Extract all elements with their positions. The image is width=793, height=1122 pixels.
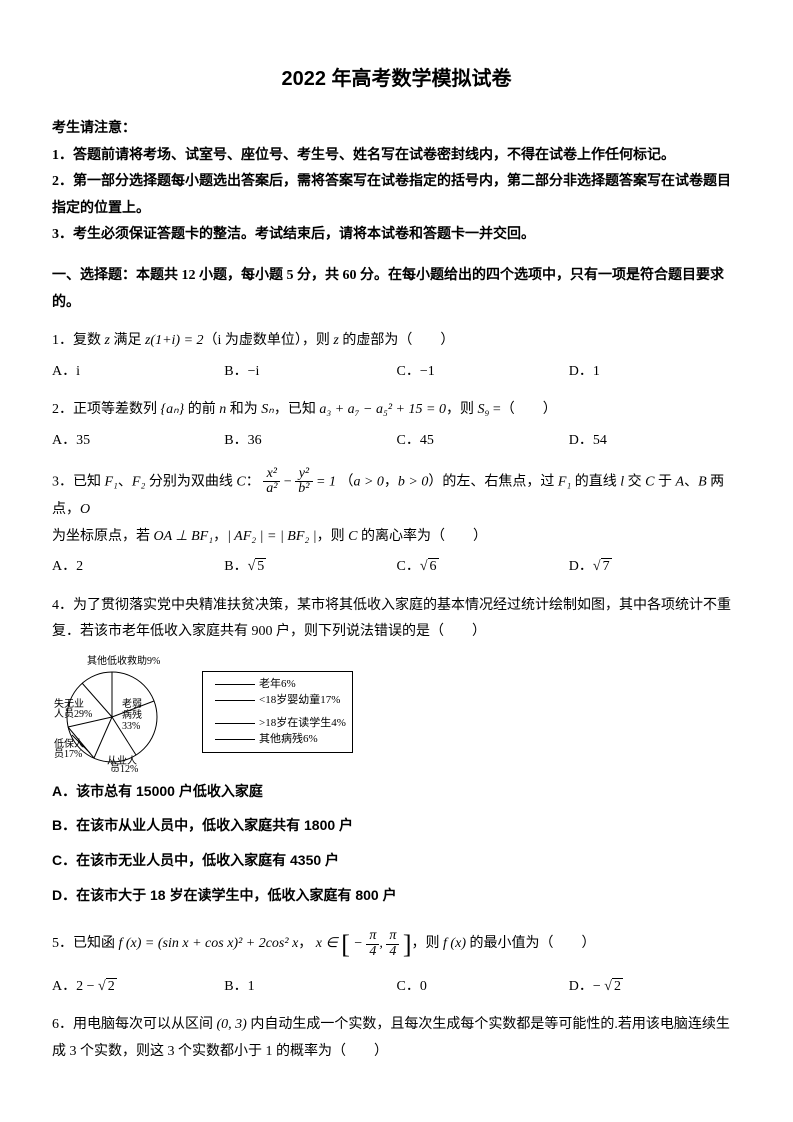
q3-text-line1: 3．已知 F₁、F₂ 分别为双曲线 C： x²a² − y²b² = 1 （a …: [52, 467, 741, 524]
q1-opt-b: B．−i: [224, 359, 396, 386]
question-4: 4．为了贯彻落实党中央精准扶贫决策，某市将其低收入家庭的基本情况经过统计绘制如图…: [52, 593, 741, 909]
q4-opt-a: A．该市总有 15000 户低收入家庭: [52, 778, 741, 805]
question-5: 5．已知函 f (x) = (sin x + cos x)² + 2cos² x…: [52, 920, 741, 1000]
question-6: 6．用电脑每次可以从区间 (0, 3) 内自动生成一个实数，且每次生成每个实数都…: [52, 1012, 741, 1065]
notice-1: 1．答题前请将考场、试室号、座位号、考生号、姓名写在试卷密封线内，不得在试卷上作…: [52, 143, 741, 170]
q2-text: 2．正项等差数列 {aₙ} 的前 n 和为 Sₙ，已知 a₃ + a₇ − a₅…: [52, 402, 557, 417]
legend-row-4: 其他病残6%: [215, 731, 346, 748]
q3-opt-c: C．√6: [397, 554, 569, 581]
q1-opt-a: A．i: [52, 359, 224, 386]
notice-heading: 考生请注意：: [52, 116, 741, 143]
pie-chart-icon: 其他低收救助9% 老弱 病残 33% 从业人 员12% 低保人 员17% 失无业…: [52, 652, 202, 772]
svg-text:人员29%: 人员29%: [54, 708, 92, 720]
q2-opt-b: B．36: [224, 428, 396, 455]
svg-text:员12%: 员12%: [110, 763, 138, 772]
question-3: 3．已知 F₁、F₂ 分别为双曲线 C： x²a² − y²b² = 1 （a …: [52, 467, 741, 581]
exam-page: 2022 年高考数学模拟试卷 考生请注意： 1．答题前请将考场、试室号、座位号、…: [0, 0, 793, 1122]
question-2: 2．正项等差数列 {aₙ} 的前 n 和为 Sₙ，已知 a₃ + a₇ − a₅…: [52, 397, 741, 454]
q4-opt-c: C．在该市无业人员中，低收入家庭有 4350 户: [52, 847, 741, 874]
legend-row-1: 老年6%: [215, 676, 346, 693]
q5-opt-c: C．0: [397, 974, 569, 1001]
svg-text:33%: 33%: [122, 721, 140, 732]
notice-3: 3．考生必须保证答题卡的整洁。考试结束后，请将本试卷和答题卡一并交回。: [52, 222, 741, 249]
q2-options: A．35 B．36 C．45 D．54: [52, 428, 741, 455]
q4-opt-b: B．在该市从业人员中，低收入家庭共有 1800 户: [52, 812, 741, 839]
notice-2: 2．第一部分选择题每小题选出答案后，需将答案写在试卷指定的括号内，第二部分非选择…: [52, 169, 741, 222]
q3-opt-d: D．√7: [569, 554, 741, 581]
page-title: 2022 年高考数学模拟试卷: [52, 60, 741, 98]
q3-frac1: x²a²: [263, 467, 280, 497]
q3-opt-b: B．√5: [224, 554, 396, 581]
q5-text: 5．已知函 f (x) = (sin x + cos x)² + 2cos² x…: [52, 936, 595, 951]
q5-opt-b: B．1: [224, 974, 396, 1001]
q5-options: A．2 − √2 B．1 C．0 D．− √2: [52, 974, 741, 1001]
q5-opt-a: A．2 − √2: [52, 974, 224, 1001]
q3-options: A．2 B．√5 C．√6 D．√7: [52, 554, 741, 581]
q4-stem: 4．为了贯彻落实党中央精准扶贫决策，某市将其低收入家庭的基本情况经过统计绘制如图…: [52, 593, 741, 646]
q2-opt-d: D．54: [569, 428, 741, 455]
legend-row-2: <18岁婴幼童17%: [215, 692, 346, 709]
q1-text: 1．复数 z 满足 z(1+i) = 2（i 为虚数单位），则 z 的虚部为（ …: [52, 333, 454, 348]
q5-opt-d: D．− √2: [569, 974, 741, 1001]
q1-opt-d: D．1: [569, 359, 741, 386]
section-1-heading: 一、选择题：本题共 12 小题，每小题 5 分，共 60 分。在每小题给出的四个…: [52, 263, 741, 316]
svg-text:病残: 病残: [122, 708, 142, 721]
q2-opt-c: C．45: [397, 428, 569, 455]
svg-text:其他低收救助9%: 其他低收救助9%: [87, 654, 160, 667]
q4-chart: 其他低收救助9% 老弱 病残 33% 从业人 员12% 低保人 员17% 失无业…: [52, 652, 741, 772]
svg-text:员17%: 员17%: [54, 748, 82, 760]
q2-opt-a: A．35: [52, 428, 224, 455]
q1-opt-c: C．−1: [397, 359, 569, 386]
q3-opt-a: A．2: [52, 554, 224, 581]
q1-options: A．i B．−i C．−1 D．1: [52, 359, 741, 386]
question-1: 1．复数 z 满足 z(1+i) = 2（i 为虚数单位），则 z 的虚部为（ …: [52, 328, 741, 385]
q3-frac2: y²b²: [295, 467, 312, 497]
q4-opt-d: D．在该市大于 18 岁在读学生中，低收入家庭有 800 户: [52, 882, 741, 909]
svg-text:老弱: 老弱: [122, 697, 142, 710]
q3-text-line2: 为坐标原点，若 OA ⊥ BF₁，| AF₂ | = | BF₂ |，则 C 的…: [52, 524, 741, 551]
legend-box: 老年6% <18岁婴幼童17% >18岁在读学生4% 其他病残6%: [202, 671, 353, 753]
legend-row-3: >18岁在读学生4%: [215, 715, 346, 732]
q6-text: 6．用电脑每次可以从区间 (0, 3) 内自动生成一个实数，且每次生成每个实数都…: [52, 1017, 730, 1059]
